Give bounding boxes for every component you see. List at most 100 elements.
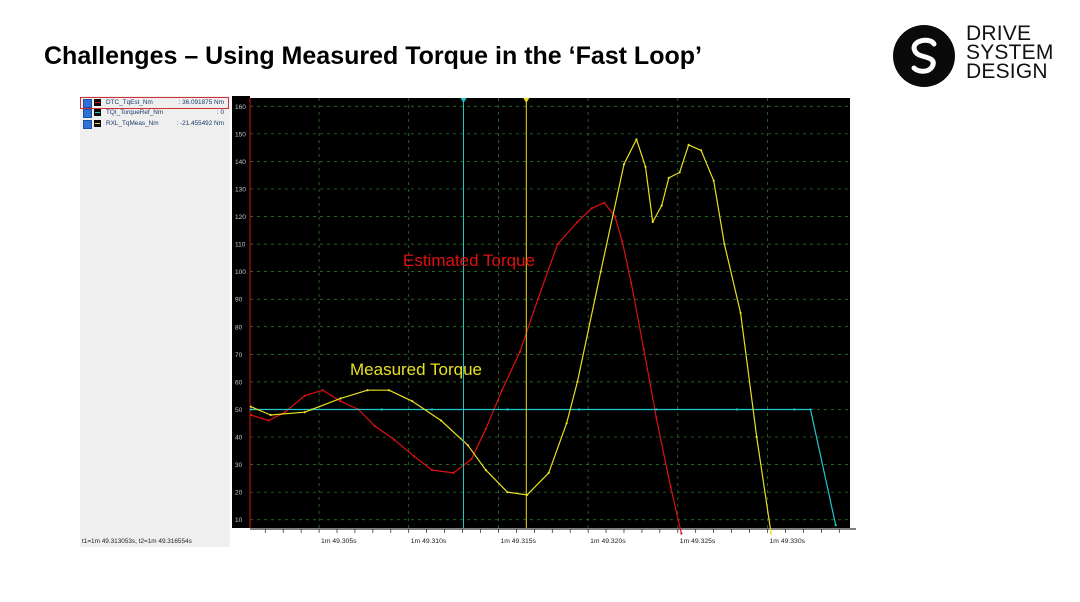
slide-title: Challenges – Using Measured Torque in th…	[44, 42, 702, 70]
data-point	[576, 220, 579, 224]
checkbox-icon[interactable]	[83, 120, 92, 129]
plot-area	[250, 98, 850, 528]
data-point	[431, 469, 434, 472]
legend-item-torque-ref[interactable]: TQI_TorqueRef_Nm : 0	[81, 108, 228, 118]
data-point	[642, 347, 645, 350]
data-point	[635, 138, 638, 141]
x-tick-label: 1m 49.315s	[500, 538, 536, 545]
data-point	[536, 298, 539, 301]
oscilloscope-plot[interactable]: 10 20 30 40 50 60 70 80 90 100 110 120 130 140 150 160 1…	[232, 96, 858, 547]
data-point	[506, 408, 509, 411]
data-point	[770, 532, 773, 535]
y-tick-label: 130	[235, 186, 246, 193]
y-tick-label: 160	[235, 104, 246, 111]
data-point	[712, 179, 715, 182]
y-tick-label: 70	[235, 352, 243, 359]
data-point	[470, 458, 473, 461]
signal-legend-panel: DTC_TqEst_Nm : 36.091875 Nm TQI_TorqueRe…	[80, 96, 230, 547]
cursor-handle-icon	[523, 98, 530, 103]
legend-item-value: : 0	[216, 109, 224, 116]
data-point	[669, 485, 672, 488]
data-point	[630, 281, 633, 284]
legend-item-tq-meas[interactable]: RXL_TqMeas_Nm : -21.455492 Nm	[81, 119, 228, 129]
data-point	[321, 389, 324, 392]
y-tick-label: 10	[235, 517, 243, 524]
y-tick-label: 80	[235, 324, 243, 331]
data-point	[466, 444, 469, 447]
data-point	[613, 215, 617, 218]
y-tick-label: 20	[235, 490, 243, 497]
cursor-handle-icon	[460, 98, 467, 103]
data-point	[651, 220, 654, 224]
legend-item-value: : 36.091875 Nm	[178, 99, 224, 106]
data-point	[660, 204, 663, 207]
data-point	[621, 240, 624, 243]
series-swatch-icon	[94, 109, 101, 116]
logo-line-design: DESIGN	[966, 60, 1048, 83]
y-tick-label: 110	[235, 242, 246, 249]
data-point	[793, 408, 796, 411]
data-point	[578, 408, 581, 411]
data-point	[506, 491, 509, 494]
y-tick-label: 50	[235, 407, 243, 414]
data-point	[622, 163, 626, 166]
y-tick-label: 120	[235, 214, 246, 221]
y-tick-label: 90	[235, 297, 243, 304]
ds-swoosh-logo-icon	[893, 25, 955, 87]
data-point	[565, 422, 568, 425]
data-point	[249, 405, 252, 408]
legend-item-value: : -21.455492 Nm	[176, 120, 224, 127]
data-point	[366, 389, 369, 392]
company-logo: DRIVE SYSTEM DESIGN	[892, 23, 1062, 88]
chart-svg[interactable]: 10 20 30 40 50 60 70 80 90 100 110 120 130 140 150 160 1…	[232, 96, 858, 547]
y-tick-label: 30	[235, 462, 243, 469]
x-tick-label: 1m 49.310s	[411, 538, 447, 545]
data-point	[667, 176, 670, 179]
data-point	[755, 435, 758, 439]
data-point	[393, 438, 396, 441]
series-line-RXL_TqMeas_Nm	[250, 138, 772, 534]
data-point	[484, 427, 487, 430]
data-point	[303, 411, 306, 414]
x-tick-label: 1m 49.325s	[680, 538, 716, 545]
data-point	[644, 165, 647, 168]
data-point	[603, 201, 606, 204]
data-point	[518, 350, 522, 353]
annotation-estimated: Estimated Torque	[403, 251, 535, 270]
series-swatch-icon	[94, 120, 101, 127]
data-point	[834, 524, 837, 527]
data-point	[249, 413, 252, 417]
y-tick-label: 100	[235, 269, 246, 276]
data-point	[655, 408, 658, 411]
logo-line-system: SYSTEM	[966, 41, 1054, 64]
data-point	[249, 408, 252, 411]
checkbox-icon[interactable]	[83, 109, 92, 118]
data-point	[809, 408, 812, 411]
data-point	[303, 394, 306, 397]
y-tick-label: 150	[235, 131, 246, 138]
cursor-time-readout: t1=1m 49.313053s, t2=1m 49.316554s	[82, 538, 192, 545]
data-point	[269, 413, 272, 417]
data-point	[380, 408, 383, 411]
legend-item-tq-est[interactable]: DTC_TqEst_Nm : 36.091875 Nm	[80, 97, 229, 109]
data-point	[500, 389, 504, 392]
data-point	[590, 207, 593, 210]
data-point	[700, 149, 703, 152]
logo-line-drive: DRIVE	[966, 22, 1032, 45]
series-swatch-icon	[94, 99, 101, 106]
data-point	[735, 408, 739, 411]
annotation-measured: Measured Torque	[350, 360, 482, 379]
legend-item-name: TQI_TorqueRef_Nm	[106, 109, 164, 116]
data-point	[339, 400, 342, 403]
y-tick-label: 60	[235, 379, 243, 386]
x-tick-label: 1m 49.330s	[769, 538, 805, 545]
logo-wordmark: DRIVE SYSTEM DESIGN	[966, 22, 1066, 83]
data-point	[576, 380, 579, 383]
data-point	[547, 471, 550, 474]
data-point	[413, 455, 416, 458]
y-tick-label: 40	[235, 435, 243, 442]
y-axis-strip	[232, 96, 250, 528]
checkbox-icon[interactable]	[83, 99, 92, 108]
data-point	[484, 469, 487, 472]
data-point	[339, 397, 342, 400]
